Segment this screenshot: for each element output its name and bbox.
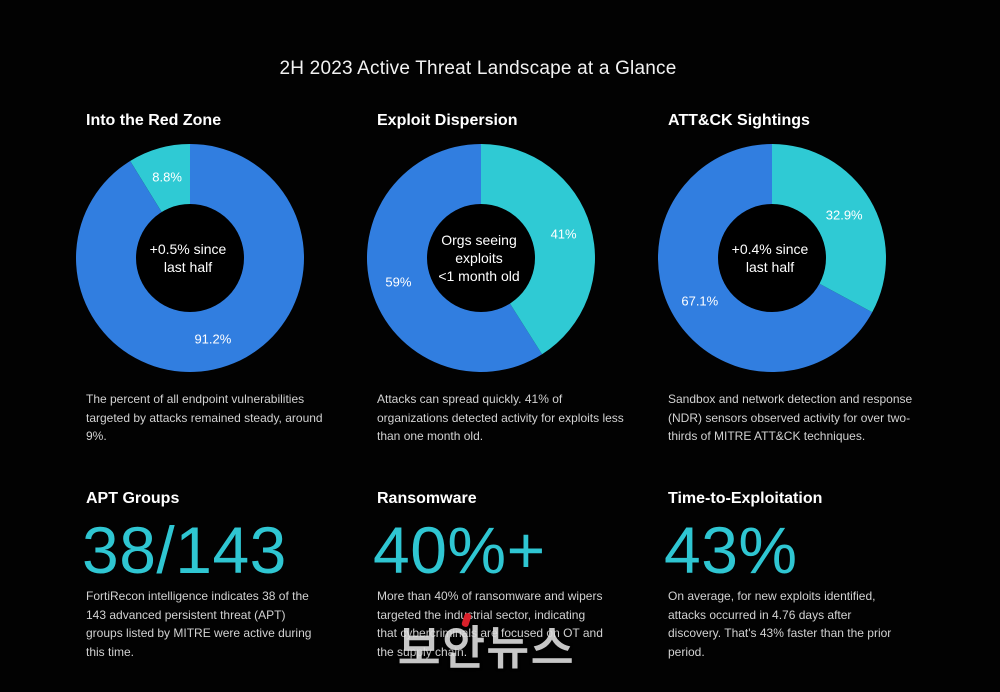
donut-center-text: Orgs seeing exploits <1 month old	[438, 232, 520, 284]
stat-description-apt: FortiRecon intelligence indicates 38 of …	[86, 589, 312, 659]
donut-card-attck: ATT&CK Sightings 67.1% 32.9% +0.4% since …	[657, 112, 918, 443]
stat-description-tte: On average, for new exploits identified,…	[668, 589, 892, 659]
donut-heading: Into the Red Zone	[86, 112, 222, 129]
donut-card-exploit-dispersion: Exploit Dispersion 59% 41% Orgs seeing ex…	[366, 112, 627, 443]
donut-chart-red-zone: 8.8% 91.2% +0.5% since last half	[74, 142, 306, 374]
donut-heading: ATT&CK Sightings	[668, 112, 810, 129]
donut-slice-label: 32.9%	[826, 208, 863, 223]
donut-slice-label: 41%	[551, 227, 577, 242]
donut-hole	[136, 204, 244, 312]
donut-center-text: +0.4% since last half	[731, 241, 809, 275]
donut-center-text: +0.5% since last half	[149, 241, 227, 275]
donut-chart-exploit-dispersion: 59% 41% Orgs seeing exploits <1 month old	[365, 142, 597, 374]
donut-description: Attacks can spread quickly. 41% of organ…	[377, 392, 624, 443]
stat-heading-apt: APT Groups	[86, 490, 180, 507]
donut-svg: 67.1% 32.9%	[657, 144, 886, 372]
stat-heading-ransomware: Ransomware	[377, 490, 477, 507]
donut-description: Sandbox and network detection and respon…	[668, 392, 913, 443]
donut-slice-label: 91.2%	[194, 331, 231, 346]
donut-slice-label: 59%	[385, 275, 411, 290]
stat-value-apt: 38/143	[82, 513, 287, 587]
donut-hole	[427, 204, 535, 312]
donut-svg: 59% 41%	[366, 144, 595, 372]
donut-hole	[718, 204, 826, 312]
watermark-logo: 보안뉴스	[398, 622, 576, 674]
donut-slice-label: 67.1%	[681, 294, 718, 309]
stat-value-tte: 43%	[664, 513, 798, 587]
donut-heading: Exploit Dispersion	[377, 112, 518, 129]
donut-chart-attck: 67.1% 32.9% +0.4% since last half	[656, 142, 888, 374]
donut-slice-label: 8.8%	[152, 170, 182, 185]
stat-heading-tte: Time-to-Exploitation	[668, 490, 823, 507]
stat-description-ransomware: More than 40% of ransomware and wipers t…	[377, 589, 603, 659]
donut-svg: 8.8% 91.2%	[76, 143, 305, 372]
stat-value-ransomware: 40%+	[373, 513, 546, 587]
donut-description: The percent of all endpoint vulnerabilit…	[86, 392, 323, 443]
page-title: 2H 2023 Active Threat Landscape at a Gla…	[279, 58, 677, 79]
donut-card-red-zone: Into the Red Zone 8.8% 91.2% +0.5% since …	[76, 112, 336, 443]
